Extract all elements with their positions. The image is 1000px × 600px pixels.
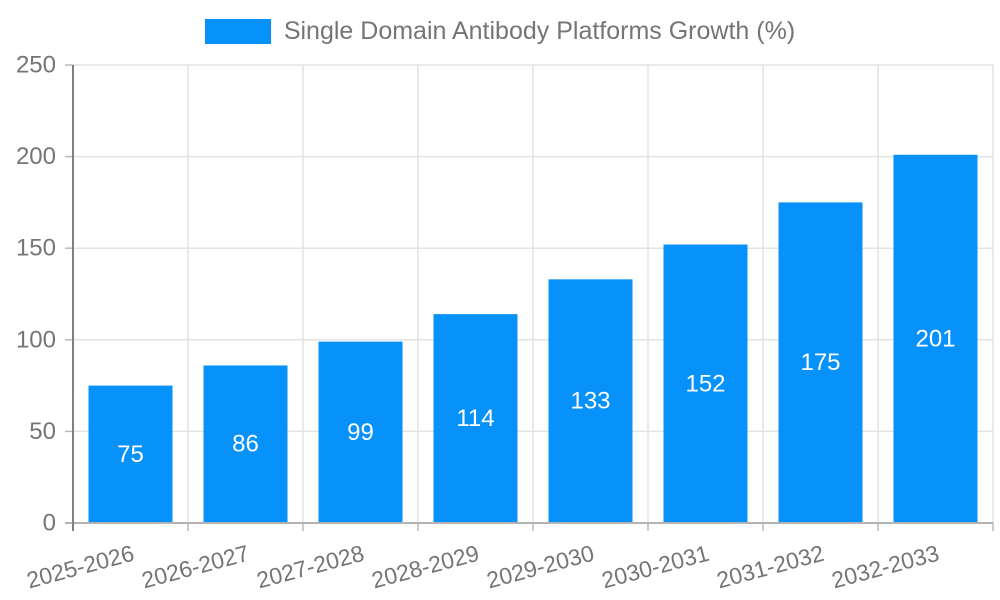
y-axis-tick-label: 100 [16, 326, 56, 353]
y-axis-tick-label: 200 [16, 143, 56, 170]
legend-item[interactable]: Single Domain Antibody Platforms Growth … [0, 17, 1000, 46]
y-axis-tick-label: 0 [43, 510, 56, 537]
x-axis-tick-label: 2026-2027 [139, 540, 252, 594]
x-axis-tick-label: 2027-2028 [254, 540, 367, 594]
bar-2025-2026 [88, 385, 173, 523]
bar-2032-2033 [893, 154, 978, 523]
x-axis-tick-label: 2032-2033 [829, 540, 942, 594]
x-axis-tick-label: 2031-2032 [714, 540, 827, 594]
x-axis-tick-label: 2029-2030 [484, 540, 597, 594]
y-axis-tick-label: 150 [16, 235, 56, 262]
x-axis-tick-label: 2030-2031 [599, 540, 712, 594]
bar-2028-2029 [433, 314, 518, 523]
y-axis-tick-label: 250 [16, 52, 56, 79]
bar-2031-2032 [778, 202, 863, 523]
bar-value-label: 86 [232, 431, 259, 458]
legend-swatch [204, 19, 271, 44]
y-axis-tick-label: 50 [29, 418, 56, 445]
bar-2027-2028 [318, 341, 403, 523]
bar-2029-2030 [548, 279, 633, 523]
bar-value-label: 201 [915, 325, 955, 352]
bar-value-label: 133 [570, 388, 610, 415]
bar-2026-2027 [203, 365, 288, 523]
bar-value-label: 75 [117, 441, 144, 468]
bar-value-label: 114 [456, 405, 494, 432]
bar-value-label: 175 [800, 349, 840, 376]
legend-label: Single Domain Antibody Platforms Growth … [283, 17, 796, 45]
bar-2030-2031 [663, 244, 748, 523]
x-axis-tick-label: 2028-2029 [369, 540, 482, 594]
bar-value-label: 152 [685, 370, 725, 397]
x-axis-tick-label: 2025-2026 [24, 540, 137, 594]
bar-value-label: 99 [347, 419, 374, 446]
